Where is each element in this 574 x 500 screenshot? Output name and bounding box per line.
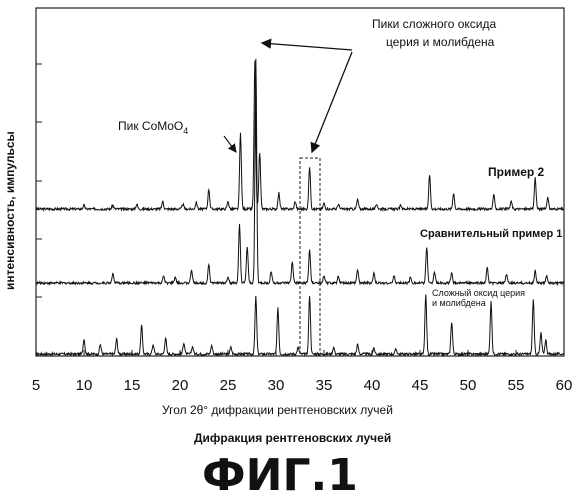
x-tick-label: 30 bbox=[268, 377, 285, 394]
x-tick-label: 60 bbox=[556, 377, 573, 394]
x-tick-label: 45 bbox=[412, 377, 429, 394]
peaks-label-line1: Пики сложного оксида bbox=[372, 17, 497, 31]
legend-example2: Пример 2 bbox=[488, 165, 545, 179]
y-axis-label: интенсивность, импульсы bbox=[3, 131, 17, 290]
comoo4-label-main: Пик CoMoO bbox=[118, 119, 183, 133]
chart-subtitle: Дифракция рентгеновских лучей bbox=[194, 431, 391, 445]
x-tick-labels: 5 10 15 20 25 30 35 40 45 50 55 60 bbox=[32, 377, 573, 394]
x-axis-label: Угол 2θ° дифракции рентгеновских лучей bbox=[162, 403, 393, 417]
comoo4-label: Пик CoMoO4 bbox=[118, 119, 188, 136]
y-tick-marks bbox=[36, 64, 42, 297]
x-tick-label: 10 bbox=[76, 377, 93, 394]
x-tick-label: 15 bbox=[124, 377, 141, 394]
x-tick-label: 25 bbox=[220, 377, 237, 394]
arrow-to-comoo4-peak bbox=[224, 136, 236, 152]
arrow-to-main-peak bbox=[262, 43, 352, 50]
figure-label: ФИГ.1 bbox=[202, 450, 358, 500]
arrow-to-dashed-box bbox=[312, 52, 352, 152]
x-tick-label: 55 bbox=[508, 377, 525, 394]
legend-oxide-line2: и молибдена bbox=[432, 298, 486, 308]
legend-oxide-line1: Сложный оксид церия bbox=[432, 288, 525, 298]
peaks-label-line2: церия и молибдена bbox=[386, 35, 495, 49]
x-tick-label: 40 bbox=[364, 377, 381, 394]
x-tick-label: 5 bbox=[32, 377, 40, 394]
x-tick-label: 20 bbox=[172, 377, 189, 394]
legend-comparative: Сравнительный пример 1 bbox=[420, 228, 562, 240]
x-tick-label: 35 bbox=[316, 377, 333, 394]
comoo4-label-subscript: 4 bbox=[183, 126, 188, 136]
x-tick-label: 50 bbox=[460, 377, 477, 394]
